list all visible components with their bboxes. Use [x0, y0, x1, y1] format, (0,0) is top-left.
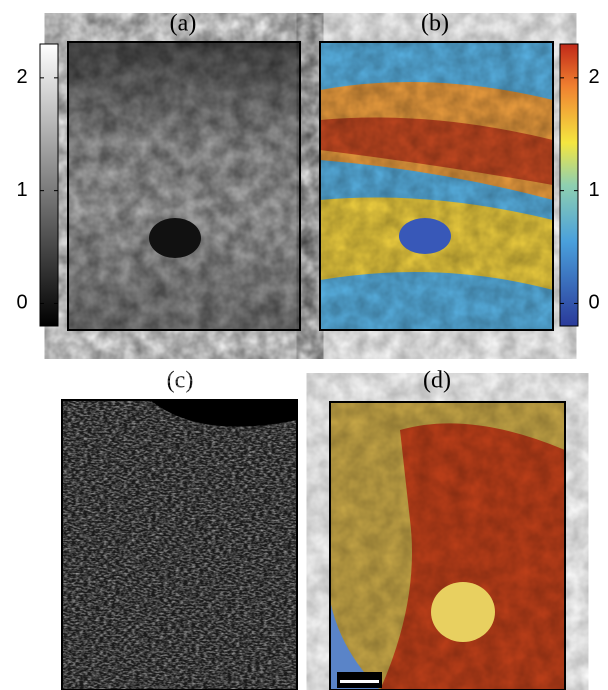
image-b	[320, 42, 553, 330]
colorbar	[560, 44, 578, 326]
colorbar-tick-label: 1	[16, 179, 27, 201]
colorbar-tick-label: 0	[588, 292, 599, 314]
colorbar	[40, 44, 58, 326]
colorbar-tick-label: 2	[16, 66, 27, 88]
colorbar-tick-label: 2	[588, 66, 599, 88]
colorbar-tick-label: 1	[588, 179, 599, 201]
figure: (a) (b) (c) (d) 0 1 2 0 1 2	[0, 0, 608, 690]
panel-label: (a)	[170, 11, 197, 37]
image-c	[62, 400, 297, 690]
panel-label: (d)	[423, 368, 451, 394]
panel-label: (c)	[167, 368, 194, 394]
colorbar-tick-label: 0	[16, 292, 27, 314]
panel-label: (b)	[421, 11, 449, 37]
image-d	[330, 402, 565, 690]
image-a	[68, 42, 300, 330]
